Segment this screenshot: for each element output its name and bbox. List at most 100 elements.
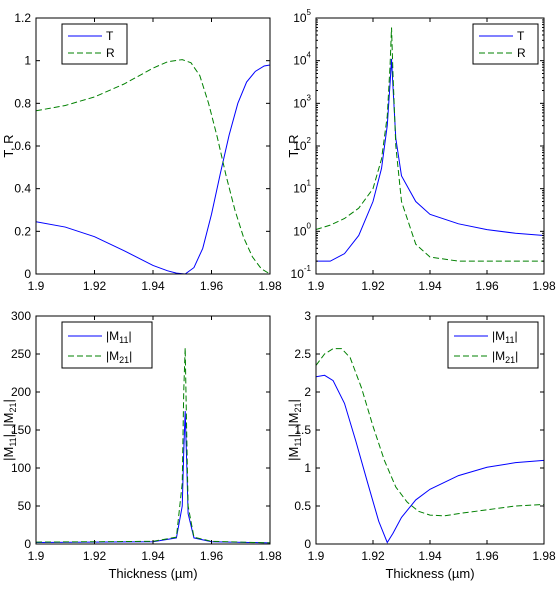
legend-label-part: |: [128, 329, 131, 343]
legend-box: [447, 321, 539, 369]
legend-label: T: [106, 29, 114, 43]
legend-label: |M21|: [106, 349, 132, 365]
legend-label-part: |: [129, 349, 132, 363]
y-tick-label-part: 10: [293, 224, 307, 238]
y-tick-label: 100: [11, 461, 31, 475]
x-tick-label: 1.98: [258, 549, 282, 563]
legend: TR: [472, 23, 539, 65]
y-tick-label: 0: [24, 267, 31, 281]
y-tick-label: 1.5: [294, 423, 311, 437]
y-tick-label-part: 3: [307, 93, 312, 102]
y-tick-label: 0.4: [14, 182, 31, 196]
y-tick-label: 0: [304, 537, 311, 551]
legend: |M11||M21|: [61, 321, 153, 369]
legend-box: [61, 321, 153, 369]
legend-label: |M11|: [106, 329, 132, 345]
y-axis-label-part: 11: [293, 437, 303, 446]
legend: |M11||M21|: [447, 321, 539, 369]
legend-label-part: 21: [505, 355, 515, 365]
x-tick-label: 1.98: [532, 279, 556, 293]
x-tick-label: 1.9: [308, 549, 325, 563]
legend-label: |M11|: [492, 329, 518, 345]
y-tick-label: 103: [293, 93, 311, 110]
y-tick-label-part: 4: [307, 51, 312, 60]
y-tick-label: 100: [293, 221, 311, 238]
x-axis-label: Thickness (µm): [108, 566, 197, 581]
legend-label-part: |M: [106, 349, 119, 363]
x-tick-label: 1.94: [418, 549, 442, 563]
legend-label: R: [517, 46, 526, 60]
x-tick-label: 1.92: [83, 279, 107, 293]
x-tick-label: 1.92: [361, 279, 385, 293]
y-axis-label-part: |M: [1, 447, 16, 461]
y-tick-label: 10-1: [291, 264, 312, 281]
y-tick-label: 2: [304, 385, 311, 399]
y-axis-label-part: |: [286, 399, 301, 402]
y-tick-label-part: 10: [293, 139, 307, 153]
y-tick-label: 101: [293, 179, 311, 196]
x-tick-label: 1.94: [418, 279, 442, 293]
chart-panel-m-linear-peak: 1.9 1.92 1.94 1.96 1.98050100150200250300|M1…: [1, 309, 282, 581]
x-tick-label: 1.98: [258, 279, 282, 293]
legend-label: |M21|: [492, 349, 518, 365]
y-axis-label: |M11|, |M21|: [1, 399, 18, 461]
x-tick-label: 1.96: [475, 549, 499, 563]
y-axis-label: |M11|, |M21|: [286, 399, 303, 461]
y-axis-label-part: |, |M: [1, 413, 16, 438]
x-tick-label: 1.92: [83, 549, 107, 563]
y-tick-label-part: 10: [293, 11, 307, 25]
y-tick-label: 1.2: [14, 11, 31, 25]
y-tick-label-part: 10: [293, 54, 307, 68]
chart-panel-tr-linear: 1.9 1.92 1.94 1.96 1.98 0 0.2 0.4 0.6 0.8 1 1.2 T, R…: [1, 11, 282, 293]
y-tick-label-part: -1: [304, 264, 312, 273]
y-tick-label: 0.6: [14, 139, 31, 153]
legend-label-part: |: [514, 329, 517, 343]
y-tick-label: 1: [304, 461, 311, 475]
y-tick-label: 105: [293, 8, 311, 25]
x-tick-label: 1.96: [200, 279, 224, 293]
y-tick-label: 0.2: [14, 224, 31, 238]
y-tick-label: 104: [293, 51, 311, 68]
y-tick-label: 0.8: [14, 96, 31, 110]
y-tick-label: 0.5: [294, 499, 311, 513]
series-line-solid: [316, 58, 544, 262]
series-line-dashed: [316, 348, 544, 517]
y-tick-label: 3: [304, 309, 311, 323]
series-line-solid: [36, 410, 270, 544]
legend-label-part: 11: [119, 335, 128, 345]
y-tick-label-part: 2: [307, 136, 312, 145]
legend-label-part: |M: [492, 349, 505, 363]
y-axis-label: T, R: [1, 134, 16, 157]
x-tick-label: 1.98: [532, 549, 556, 563]
y-axis-label-part: |M: [286, 447, 301, 461]
y-tick-label: 300: [11, 309, 31, 323]
y-tick-label-part: 5: [307, 8, 312, 17]
series-line-dashed: [36, 59, 270, 274]
x-axis-label: Thickness (µm): [385, 566, 474, 581]
y-tick-label: 200: [11, 385, 31, 399]
legend-box: [472, 23, 539, 65]
y-tick-label-part: 1: [307, 179, 312, 188]
series-line-dashed: [316, 27, 544, 262]
legend-label-part: |M: [106, 329, 119, 343]
x-tick-label: 1.9: [28, 279, 45, 293]
x-tick-label: 1.9: [28, 549, 45, 563]
y-tick-label: 150: [11, 423, 31, 437]
legend: TR: [61, 23, 128, 65]
y-tick-label: 250: [11, 347, 31, 361]
y-tick-label-part: 10: [293, 96, 307, 110]
legend-box: [61, 23, 128, 65]
y-axis-label-part: 11: [8, 437, 18, 446]
x-tick-label: 1.96: [475, 279, 499, 293]
y-tick-label-part: 10: [293, 182, 307, 196]
y-axis-label-part: 21: [293, 403, 303, 413]
y-tick-label-part: 10: [291, 267, 305, 281]
y-axis-label: T, R: [286, 134, 301, 157]
chart-panel-tr-log: 1.9 1.92 1.94 1.96 1.9810-110010110210310410…: [286, 8, 556, 293]
y-axis-label-part: |, |M: [286, 413, 301, 438]
y-tick-label: 50: [18, 499, 32, 513]
series-line-dashed: [36, 347, 270, 544]
y-tick-label-part: 0: [307, 221, 312, 230]
